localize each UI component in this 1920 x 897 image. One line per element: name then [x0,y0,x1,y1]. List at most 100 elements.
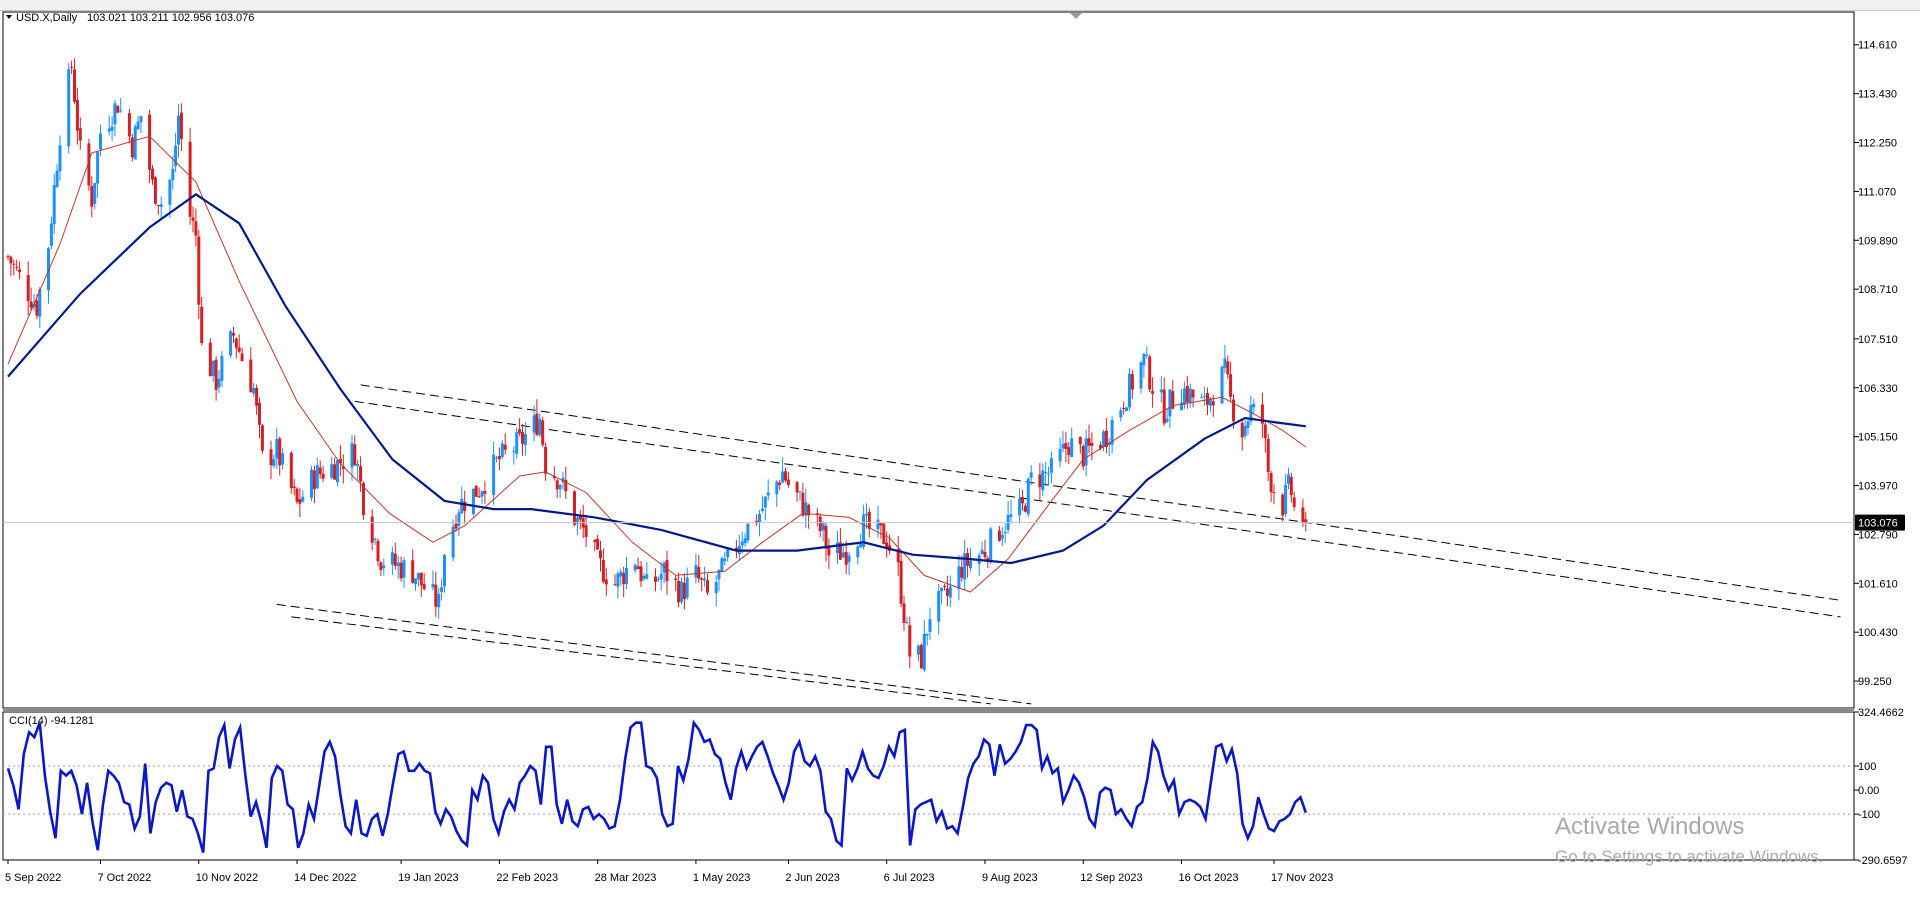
candle-body [1067,447,1071,455]
candle [616,571,620,599]
symbol-label: USD.X,Daily [16,12,78,24]
candle-body [535,413,539,435]
candle [310,466,313,502]
candle-body [1301,507,1305,522]
candle-body [908,625,912,657]
candle [723,551,727,566]
candle [1023,503,1027,513]
candle-body [1029,472,1033,478]
candle-body [151,168,154,180]
candle-body [677,580,681,603]
candle [682,573,686,610]
price-tick-label: 108.710 [1858,284,1898,296]
candle [801,482,805,518]
candle [70,60,74,74]
candle-body [330,464,334,478]
candle-body [214,359,218,390]
candle-body [1110,420,1114,445]
candle [370,509,374,551]
panel-separator[interactable] [3,708,1854,712]
candle [532,405,536,442]
candle-body [6,256,10,258]
candle [541,416,545,448]
channel-line-4[interactable] [291,616,991,705]
candle [639,561,643,588]
candle-body [1064,443,1068,449]
candle-body [541,420,545,445]
candle-body [656,578,660,580]
price-panel[interactable] [3,58,1854,705]
channel-lines[interactable] [276,384,1841,705]
candle [1272,484,1276,505]
candle-body [746,523,750,541]
time-tick-label: 7 Oct 2022 [97,872,151,884]
channel-line-2[interactable] [354,400,1841,618]
shift-marker-icon[interactable] [1070,13,1082,19]
candle [315,457,319,490]
candle-body [836,542,839,553]
candle-body [1171,391,1175,409]
candle [483,480,487,504]
candle-body [382,565,386,569]
candle-body [298,499,302,504]
candle-body [593,540,597,542]
candle [847,552,851,576]
candle-body [1102,431,1105,447]
candle-body [1128,373,1131,408]
candle-body [197,236,201,305]
candle [596,535,600,550]
candle [865,503,868,529]
candle [945,575,949,607]
candle [1148,354,1152,392]
price-tick-label: 103.970 [1858,481,1898,493]
candle-body [390,552,394,565]
candle [1104,418,1108,454]
time-tick-label: 1 May 2023 [693,872,750,884]
candle [940,587,944,604]
cci-panel[interactable] [3,719,1854,853]
candle [989,527,993,564]
candle [333,457,337,480]
channel-line-1[interactable] [360,384,1841,601]
candle-body [1229,374,1233,397]
candle-body [171,168,175,180]
channel-line-3[interactable] [276,603,1032,705]
candle [908,616,912,669]
candle [500,440,504,460]
candle [382,558,386,576]
candle [312,465,316,504]
candle [362,481,365,520]
dropdown-triangle-icon[interactable] [6,15,12,19]
candle [720,556,724,573]
time-tick-label: 10 Nov 2022 [196,872,258,884]
candle [96,150,100,198]
candle [376,538,380,567]
candle [1287,467,1290,490]
candle [191,206,195,233]
time-tick-label: 19 Jan 2023 [398,872,459,884]
candle-body [1038,474,1042,488]
candle [29,287,33,311]
candle [229,330,233,358]
candle [734,539,738,559]
time-axis[interactable]: 5 Sep 2022 7 Oct 2022 10 Nov 2022 14 Dec 20… [5,860,1333,884]
candle [633,563,637,573]
candle-body [896,549,900,563]
candle-body [706,580,709,593]
candle [119,98,123,113]
candle [278,436,282,476]
price-axis[interactable]: 114.610 113.430 112.250 111.070 109.890 108.7… [1854,40,1898,688]
candle-body [642,576,646,579]
candle [1110,416,1114,454]
ma-slow-line [7,192,1306,565]
candle-body [457,512,461,526]
candle [1038,462,1042,501]
candle-body [208,342,212,377]
candle [1243,420,1247,440]
candle [766,479,770,501]
candle [1047,466,1050,486]
candle-body [127,113,131,137]
candle-body [714,582,718,594]
